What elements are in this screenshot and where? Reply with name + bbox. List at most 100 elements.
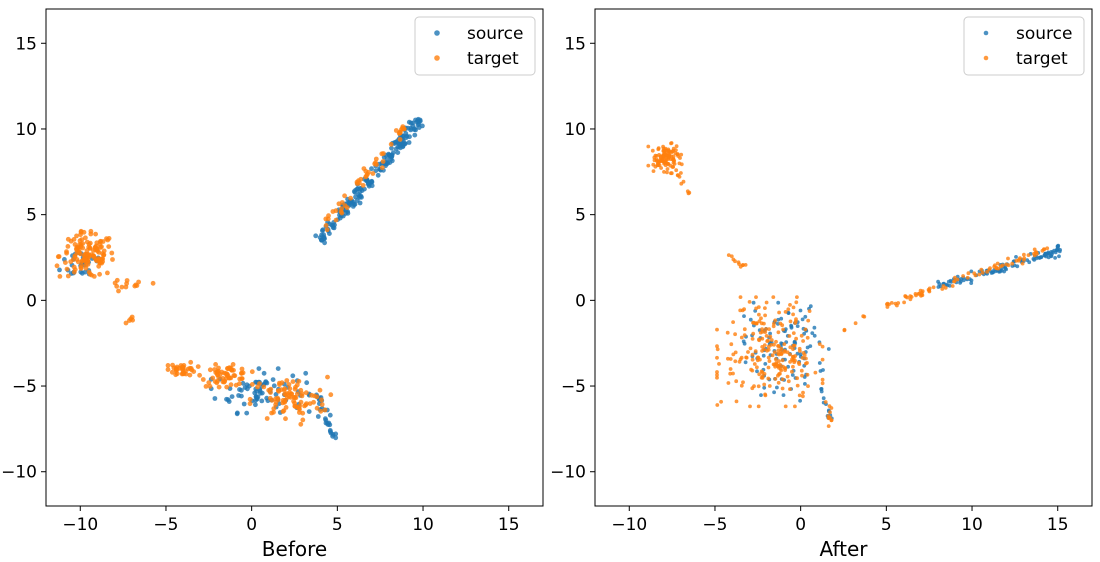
scatter-point-target (307, 401, 313, 406)
scatter-point-source (387, 152, 392, 158)
scatter-point-target (731, 320, 735, 324)
scatter-point-target (663, 148, 667, 153)
scatter-point-target (820, 357, 825, 362)
legend-label-source: source (467, 24, 523, 44)
scatter-point-target (920, 293, 925, 298)
scatter-point-target (370, 171, 376, 176)
scatter-point-target (215, 372, 220, 377)
scatter-point-source (257, 388, 263, 394)
scatter-point-target (791, 347, 795, 351)
x-tick-label: 0 (246, 515, 257, 535)
scatter-point-target (995, 261, 1000, 266)
scatter-point-target (663, 163, 668, 168)
scatter-point-target (672, 162, 677, 166)
scatter-point-target (757, 312, 761, 317)
scatter-point-target (294, 391, 300, 397)
scatter-point-target (677, 161, 682, 166)
scatter-point-target (751, 331, 756, 336)
scatter-point-target (751, 320, 755, 325)
scatter-point-target (232, 373, 238, 379)
scatter-point-target (74, 233, 79, 239)
scatter-point-target (791, 305, 796, 310)
scatter-point-source (415, 122, 421, 128)
scatter-point-target (286, 382, 292, 387)
scatter-point-target (728, 371, 733, 376)
scatter-point-target (715, 355, 719, 360)
scatter-point-target (731, 371, 735, 376)
scatter-point-target (715, 370, 719, 374)
y-tick-label: 5 (575, 206, 586, 226)
scatter-point-source (790, 373, 795, 377)
scatter-point-source (253, 402, 258, 408)
x-tick-label: 10 (412, 515, 434, 535)
scatter-point-target (788, 303, 792, 307)
scatter-point-target (674, 144, 679, 149)
scatter-point-target (1014, 258, 1019, 263)
scatter-point-target (379, 151, 385, 157)
x-tick-label: 15 (1047, 515, 1069, 535)
scatter-point-target (733, 332, 737, 337)
scatter-point-target (773, 357, 778, 362)
scatter-point-source (275, 366, 281, 371)
scatter-point-source (406, 140, 412, 145)
scatter-point-target (71, 269, 77, 275)
scatter-point-target (750, 337, 755, 341)
scatter-point-source (212, 396, 218, 401)
scatter-point-target (802, 353, 807, 357)
scatter-point-source (327, 412, 333, 418)
scatter-point-target (760, 345, 765, 349)
scatter-point-source (775, 385, 779, 390)
scatter-point-target (1045, 246, 1050, 251)
scatter-point-target (756, 384, 761, 389)
scatter-point-target (766, 365, 771, 370)
scatter-point-source (1056, 246, 1060, 251)
scatter-point-target (658, 155, 663, 160)
scatter-point-target (72, 253, 78, 259)
legend-label-target: target (467, 49, 519, 69)
scatter-point-target (97, 271, 102, 277)
scatter-point-target (801, 394, 805, 399)
scatter-point-target (284, 391, 290, 396)
scatter-point-target (788, 360, 792, 364)
scatter-point-target (269, 410, 274, 416)
scatter-point-source (762, 385, 767, 390)
scatter-point-target (752, 362, 757, 366)
scatter-point-target (768, 334, 773, 339)
scatter-point-target (715, 327, 719, 332)
scatter-point-target (764, 334, 769, 338)
scatter-point-target (165, 363, 171, 368)
scatter-point-target (750, 352, 755, 357)
scatter-point-target (782, 350, 787, 354)
scatter-point-target (805, 372, 810, 377)
scatter-point-target (998, 264, 1003, 269)
scatter-point-target (776, 344, 781, 349)
scatter-point-target (348, 195, 353, 201)
scatter-point-source (1049, 250, 1054, 254)
scatter-point-source (776, 317, 781, 322)
scatter-point-target (766, 355, 771, 360)
x-tick-label: 10 (961, 515, 983, 535)
scatter-point-target (795, 295, 799, 299)
scatter-point-source (389, 145, 394, 151)
scatter-point-target (733, 350, 738, 355)
scatter-point-target (646, 144, 651, 149)
scatter-point-target (247, 396, 253, 402)
scatter-point-target (977, 272, 982, 277)
scatter-point-target (747, 300, 752, 304)
scatter-point-target (966, 271, 971, 276)
scatter-point-target (282, 386, 288, 392)
scatter-point-target (300, 417, 306, 423)
scatter-point-target (795, 376, 799, 381)
scatter-point-source (936, 285, 941, 289)
scatter-point-target (1010, 261, 1015, 266)
scatter-point-source (1044, 252, 1048, 257)
scatter-point-source (352, 190, 358, 195)
scatter-point-target (358, 176, 364, 182)
scatter-point-target (336, 201, 342, 207)
scatter-point-target (363, 174, 369, 180)
scatter-point-target (195, 364, 201, 369)
scatter-point-source (1057, 254, 1061, 259)
scatter-point-source (789, 324, 794, 329)
scatter-point-target (903, 294, 908, 298)
scatter-point-target (729, 342, 734, 347)
